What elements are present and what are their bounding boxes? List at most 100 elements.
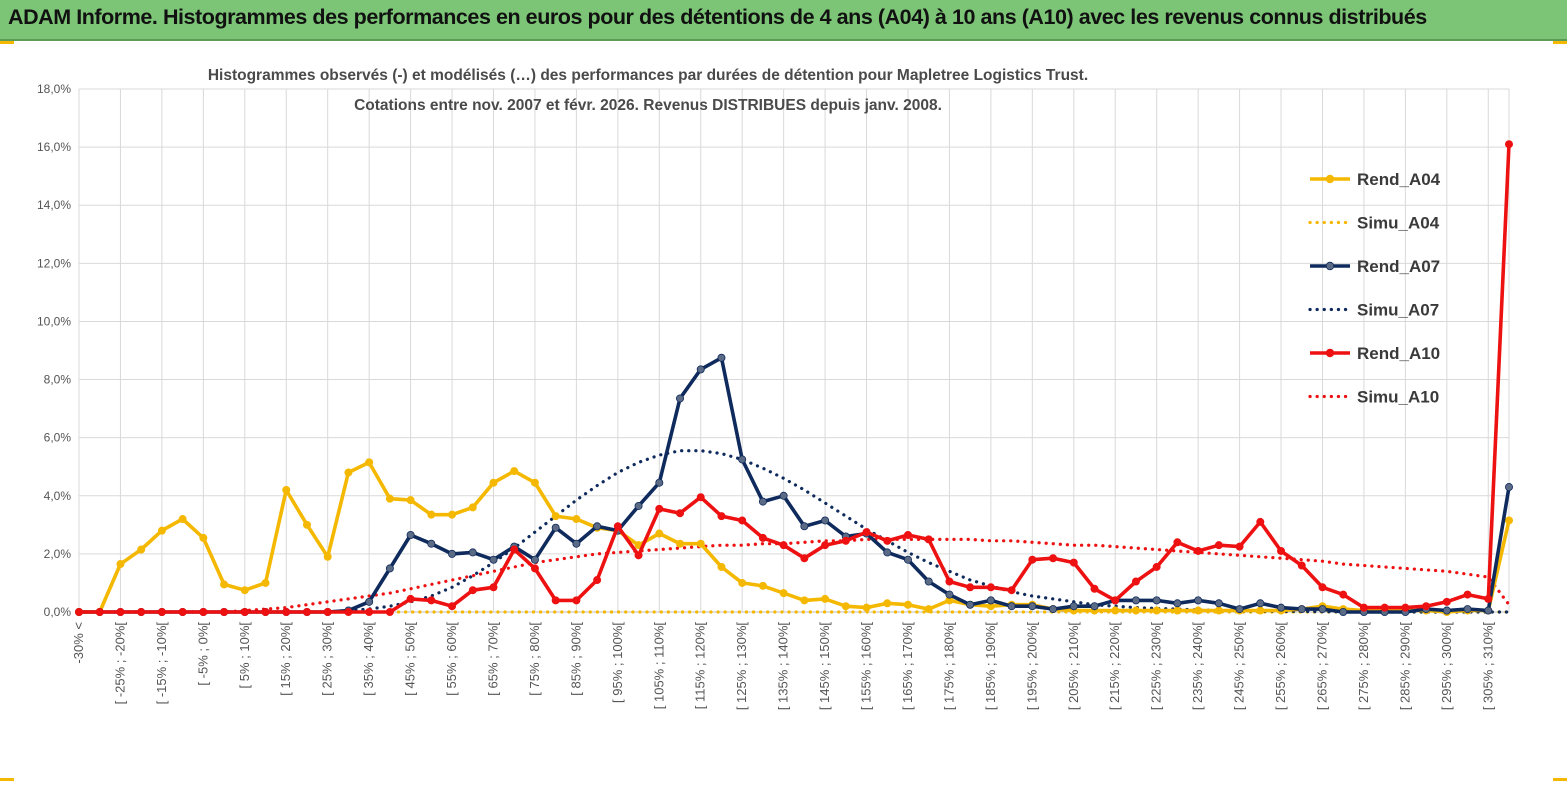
x-tick-label: [ 305% ; 310%[ [1480, 622, 1495, 711]
data-point [1090, 584, 1099, 593]
data-point [738, 455, 747, 464]
data-point [613, 522, 622, 531]
legend-marker [1325, 261, 1335, 271]
y-tick-label: 18,0% [37, 82, 71, 96]
data-point [385, 564, 394, 573]
data-point [696, 539, 705, 548]
legend-item-simu-a10: Simu_A10 [1308, 388, 1439, 407]
data-point [1214, 541, 1223, 550]
x-tick-label: [ 205% ; 210%[ [1066, 622, 1081, 711]
data-point [945, 577, 954, 586]
data-point [696, 493, 705, 502]
data-point [137, 608, 146, 617]
legend-item-simu-a07: Simu_A07 [1308, 301, 1439, 320]
chart-title-line-2: Cotations entre nov. 2007 et févr. 2026.… [354, 97, 942, 114]
data-point [240, 608, 249, 617]
data-point [489, 478, 498, 487]
data-point [344, 468, 353, 477]
data-point [841, 536, 850, 545]
data-point [1297, 561, 1306, 570]
x-tick-label: [ 155% ; 160%[ [859, 622, 874, 711]
corner-mark-bottom-left [0, 778, 14, 781]
series-rend-a10 [75, 140, 1514, 617]
legend-item-simu-a04: Simu_A04 [1308, 214, 1440, 233]
data-point [779, 589, 788, 598]
data-point [240, 586, 249, 595]
x-tick-label: [ 5% ; 10%[ [237, 622, 252, 689]
y-tick-label: 16,0% [37, 140, 71, 154]
data-point [1484, 606, 1493, 615]
data-point [883, 536, 892, 545]
data-point [655, 504, 664, 513]
data-point [945, 590, 954, 599]
data-point [924, 577, 933, 586]
data-point [738, 578, 747, 587]
data-point [738, 516, 747, 525]
x-tick-label: [ 285% ; 290%[ [1397, 622, 1412, 711]
data-point [634, 501, 643, 510]
legend-item-rend-a10: Rend_A10 [1310, 344, 1440, 363]
data-point [1380, 603, 1389, 612]
data-point [468, 586, 477, 595]
x-tick-label: [ 75% ; 80%[ [527, 622, 542, 696]
data-point [696, 365, 705, 374]
x-tick-label: [ 125% ; 130%[ [734, 622, 749, 711]
legend-label: Rend_A07 [1357, 257, 1440, 276]
data-point [1401, 603, 1410, 612]
data-point [385, 608, 394, 617]
x-tick-label: [ 135% ; 140%[ [776, 622, 791, 711]
data-point [406, 496, 415, 505]
data-point [821, 541, 830, 550]
report-title: ADAM Informe. Histogrammes des performan… [8, 5, 1427, 29]
y-tick-label: 14,0% [37, 198, 71, 212]
data-point [676, 509, 685, 518]
data-point [365, 597, 374, 606]
data-point [1505, 140, 1514, 149]
data-point [758, 533, 767, 542]
data-point [468, 503, 477, 512]
x-tick-label: [ 95% ; 100%[ [610, 622, 625, 703]
data-point [530, 478, 539, 487]
x-tick-label: [ 45% ; 50%[ [403, 622, 418, 696]
corner-mark-top-left [0, 41, 14, 44]
x-tick-label: [ 195% ; 200%[ [1024, 622, 1039, 711]
legend-marker [1325, 174, 1335, 184]
data-point [448, 602, 457, 611]
data-point [1069, 602, 1078, 611]
data-point [1194, 606, 1203, 615]
x-tick-label: [ 225% ; 230%[ [1149, 622, 1164, 711]
data-point [903, 600, 912, 609]
x-tick-label: [ 255% ; 260%[ [1273, 622, 1288, 711]
data-point [1256, 517, 1265, 526]
legend-label: Rend_A10 [1357, 344, 1440, 363]
data-point [261, 578, 270, 587]
data-point [385, 494, 394, 503]
data-point [489, 555, 498, 564]
y-tick-label: 0,0% [44, 605, 72, 619]
x-tick-label: [ 55% ; 60%[ [444, 622, 459, 696]
x-tick-label: [ 35% ; 40%[ [361, 622, 376, 696]
data-point [779, 541, 788, 550]
data-point [966, 583, 975, 592]
legend-label: Simu_A04 [1357, 214, 1440, 233]
legend-label: Rend_A04 [1357, 170, 1441, 189]
data-point [1152, 606, 1161, 615]
data-point [572, 596, 581, 605]
data-point [800, 554, 809, 563]
x-tick-label: [ 145% ; 150%[ [817, 622, 832, 711]
data-point [572, 515, 581, 524]
y-tick-label: 12,0% [37, 256, 71, 270]
line-rend-a10 [79, 144, 1511, 614]
data-point [1028, 602, 1037, 611]
data-point [199, 533, 208, 542]
corner-mark-bottom-right [1553, 778, 1567, 781]
data-point [1297, 605, 1306, 614]
data-point [1007, 602, 1016, 611]
data-point [1277, 546, 1286, 555]
x-tick-label: [ 85% ; 90%[ [568, 622, 583, 696]
data-point [1359, 603, 1368, 612]
data-point [841, 602, 850, 611]
data-point [1484, 594, 1493, 603]
data-point [1152, 596, 1161, 605]
data-point [302, 520, 311, 529]
